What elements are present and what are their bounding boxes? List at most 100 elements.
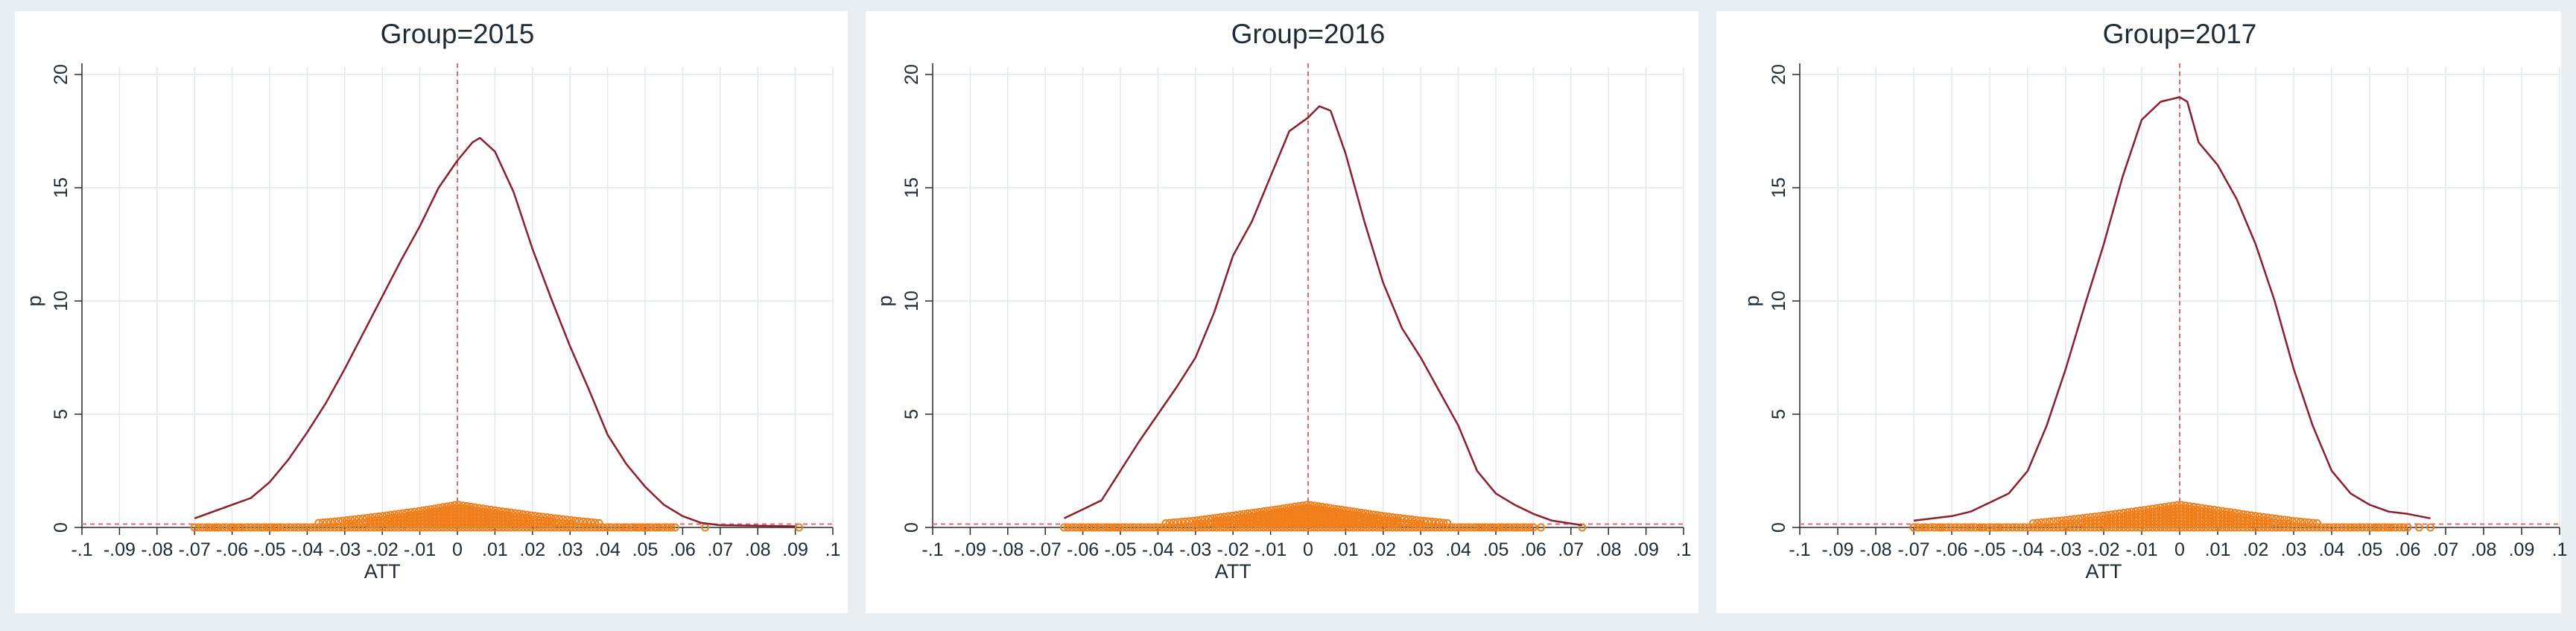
point-marker (323, 523, 331, 532)
x-tick-label: -.03 (329, 539, 361, 560)
point-marker (334, 517, 343, 526)
point-marker (2373, 523, 2382, 532)
point-marker (1963, 523, 1972, 532)
point-marker (273, 523, 282, 532)
point-marker (2243, 510, 2252, 519)
point-marker (426, 505, 435, 514)
point-marker (611, 523, 620, 532)
point-marker (1138, 523, 1146, 532)
point-marker (466, 514, 475, 523)
point-marker (2041, 523, 2050, 532)
point-marker (2414, 523, 2423, 532)
point-marker (247, 523, 256, 532)
point-marker (1499, 523, 1508, 532)
point-marker (1095, 523, 1104, 532)
point-marker (586, 518, 595, 527)
point-marker (265, 523, 274, 532)
point-marker (1936, 523, 1945, 532)
point-marker (2268, 519, 2277, 527)
x-tick-label: .08 (1596, 539, 1622, 560)
point-marker (2300, 518, 2309, 527)
x-tick-label: -.09 (104, 539, 136, 560)
x-tick-label: .1 (2552, 539, 2568, 560)
point-marker (466, 511, 475, 520)
point-marker (795, 523, 804, 532)
point-marker (2139, 509, 2148, 518)
point-marker (1173, 523, 1182, 532)
point-marker (2312, 523, 2321, 532)
x-axis-label: ATT (1215, 560, 1251, 583)
point-marker (2309, 519, 2318, 527)
point-marker (2309, 523, 2318, 532)
point-marker (583, 518, 591, 527)
point-marker (622, 523, 631, 532)
point-marker (1462, 523, 1471, 532)
point-marker (2268, 523, 2277, 532)
point-marker (567, 516, 576, 524)
point-marker (2066, 523, 2075, 532)
point-marker (594, 519, 603, 527)
point-marker (2144, 505, 2153, 514)
point-marker (1955, 523, 1964, 532)
x-tick-label: -.06 (1067, 539, 1099, 560)
point-marker (2329, 523, 2338, 532)
point-marker (633, 523, 642, 532)
point-marker (1987, 523, 1996, 532)
point-marker (1455, 523, 1464, 532)
point-marker (2078, 519, 2087, 527)
point-marker (2098, 516, 2107, 524)
point-marker (298, 523, 307, 532)
x-tick-label: -.08 (992, 539, 1024, 560)
point-marker (547, 513, 556, 522)
point-marker (2074, 514, 2083, 523)
point-marker (355, 519, 364, 527)
point-marker (318, 519, 327, 527)
point-marker (270, 523, 279, 532)
point-markers (1909, 501, 2435, 532)
x-tick-label: .06 (1520, 539, 1546, 560)
point-marker (2325, 523, 2334, 532)
point-marker (2399, 523, 2408, 532)
point-marker (591, 523, 600, 532)
point-marker (1983, 523, 1992, 532)
point-marker (323, 518, 331, 527)
y-axis-label: p (23, 295, 45, 306)
y-tick-label: 15 (901, 177, 922, 198)
x-axis-label: ATT (364, 560, 401, 583)
point-marker (358, 514, 367, 523)
point-marker (591, 519, 600, 527)
point-marker (466, 505, 475, 514)
point-marker (2247, 511, 2256, 520)
point-marker (2012, 523, 2021, 532)
point-marker (330, 517, 339, 526)
x-tick-label: -.04 (1142, 539, 1174, 560)
point-marker (586, 523, 595, 532)
point-marker (1521, 523, 1530, 532)
point-marker (278, 523, 287, 532)
point-marker (1578, 523, 1587, 532)
point-marker (2098, 511, 2107, 520)
point-marker (228, 523, 237, 532)
point-marker (250, 523, 259, 532)
x-tick-label: -.02 (2087, 539, 2119, 560)
point-marker (205, 523, 214, 532)
point-marker (1142, 523, 1151, 532)
point-marker (439, 503, 448, 512)
point-marker (2189, 505, 2198, 514)
point-marker (1126, 523, 1135, 532)
x-tick-label: .03 (557, 539, 583, 560)
y-tick-label: 5 (51, 409, 72, 419)
x-tick-label: .05 (2357, 539, 2383, 560)
x-tick-label: .04 (1445, 539, 1471, 560)
point-marker (2045, 517, 2054, 526)
point-marker (2341, 523, 2350, 532)
point-marker (574, 517, 583, 526)
point-marker (1978, 523, 1987, 532)
x-tick-label: 0 (2174, 539, 2185, 560)
x-tick-label: -.04 (2011, 539, 2043, 560)
point-marker (1149, 523, 1158, 532)
x-tick-label: .07 (2433, 539, 2459, 560)
point-marker (2288, 516, 2297, 525)
x-tick-label: -.04 (291, 539, 323, 560)
